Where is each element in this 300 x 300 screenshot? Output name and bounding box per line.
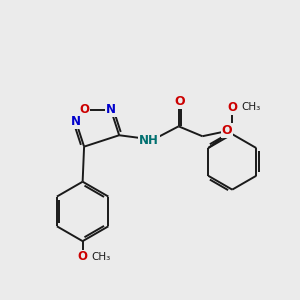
Text: CH₃: CH₃ xyxy=(241,102,260,112)
Text: O: O xyxy=(227,101,237,114)
Text: O: O xyxy=(222,124,232,137)
Text: O: O xyxy=(78,250,88,263)
Text: N: N xyxy=(106,103,116,116)
Text: N: N xyxy=(71,115,81,128)
Text: O: O xyxy=(174,95,185,108)
Text: NH: NH xyxy=(139,134,159,147)
Text: CH₃: CH₃ xyxy=(92,252,111,262)
Text: O: O xyxy=(79,103,89,116)
